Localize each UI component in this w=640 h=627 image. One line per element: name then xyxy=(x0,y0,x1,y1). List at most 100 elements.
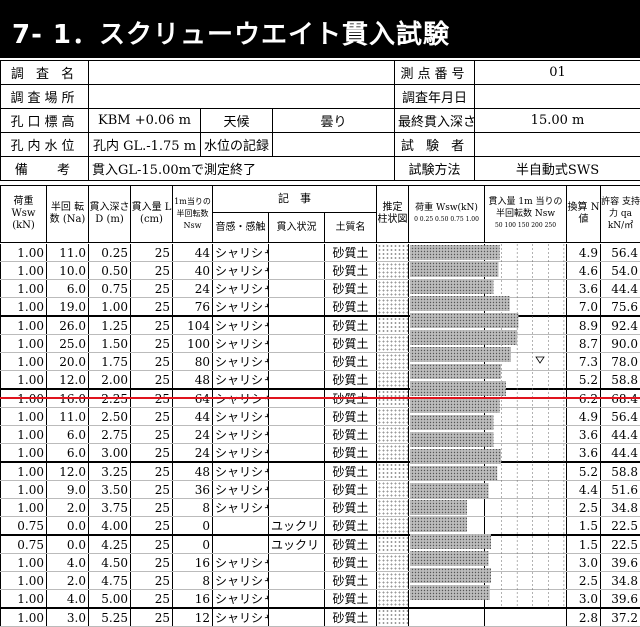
cell-qa: 78.0 xyxy=(601,353,640,371)
tester-label: 試 験 者 xyxy=(395,133,475,157)
site-label: 調査場所 xyxy=(1,85,89,109)
cell-n: 7.3 xyxy=(567,353,601,371)
elevation-label: 孔口標高 xyxy=(1,109,89,133)
cell-state xyxy=(269,408,325,426)
cell-sound: シャリシャリ xyxy=(213,371,269,390)
load-graph-ticks: 0 0.25 0.50 0.75 1.00 xyxy=(409,214,484,226)
cell-nsw: 24 xyxy=(173,280,213,298)
cell-qa: 58.8 xyxy=(601,462,640,481)
est-column-cell xyxy=(377,316,409,335)
cell-nsw: 0 xyxy=(173,535,213,554)
cell-qa: 44.4 xyxy=(601,444,640,463)
nsw-graph-title: 貫入量 1m 当りの 半回転数 Nsw xyxy=(485,196,566,220)
cell-sound xyxy=(213,517,269,536)
cell-sound: シャリシャリ xyxy=(213,335,269,353)
cell-qa: 39.6 xyxy=(601,554,640,572)
cell-w: 1.00 xyxy=(1,462,47,481)
cell-d: 5.25 xyxy=(89,608,131,627)
cell-d: 3.25 xyxy=(89,462,131,481)
cell-l: 25 xyxy=(131,535,173,554)
cell-l: 25 xyxy=(131,335,173,353)
cell-state xyxy=(269,499,325,517)
cell-nsw: 104 xyxy=(173,316,213,335)
load-graph-cell xyxy=(409,554,485,572)
nsw-graph-cell xyxy=(485,426,567,444)
cell-l: 25 xyxy=(131,481,173,499)
load-graph-cell xyxy=(409,572,485,590)
load-graph-cell xyxy=(409,298,485,317)
data-body: 1.0011.00.252544シャリシャリ砂質土4.956.41.0010.0… xyxy=(0,244,640,608)
cell-l: 25 xyxy=(131,316,173,335)
est-column-cell xyxy=(377,572,409,590)
load-graph-cell xyxy=(409,499,485,517)
cell-w: 1.00 xyxy=(1,572,47,590)
cell-nsw: 100 xyxy=(173,335,213,353)
cell-n: 4.6 xyxy=(567,262,601,280)
est-column-cell xyxy=(377,335,409,353)
cell-na: 9.0 xyxy=(47,481,89,499)
load-graph-cell xyxy=(409,280,485,298)
survey-name-value xyxy=(89,61,395,85)
nsw-graph-cell xyxy=(485,444,567,463)
cell-d: 0.25 xyxy=(89,244,131,262)
nsw-graph-cell xyxy=(485,244,567,262)
cell-na: 19.0 xyxy=(47,298,89,317)
load-graph-cell xyxy=(409,353,485,371)
cell-d: 3.75 xyxy=(89,499,131,517)
est-column-cell xyxy=(377,280,409,298)
nsw-graph-cell xyxy=(485,335,567,353)
cell-w: 1.00 xyxy=(1,244,47,262)
cell-l: 25 xyxy=(131,554,173,572)
cell-state xyxy=(269,608,325,627)
header-est-column: 推定 柱状図 xyxy=(377,186,409,243)
nsw-graph-cell xyxy=(485,517,567,536)
cell-w: 1.00 xyxy=(1,262,47,280)
load-graph-cell xyxy=(409,244,485,262)
cell-l: 25 xyxy=(131,371,173,390)
load-graph-title: 荷重 Wsw(kN) xyxy=(409,202,484,214)
water-level-label: 孔内水位 xyxy=(1,133,89,157)
cell-state xyxy=(269,335,325,353)
cell-l: 25 xyxy=(131,298,173,317)
cell-l: 25 xyxy=(131,244,173,262)
cell-w: 1.00 xyxy=(1,499,47,517)
nsw-graph-cell xyxy=(485,572,567,590)
est-column-cell xyxy=(377,426,409,444)
cell-n: 4.9 xyxy=(567,244,601,262)
cell-na: 11.0 xyxy=(47,244,89,262)
load-graph-cell xyxy=(409,481,485,499)
cell-qa: 39.6 xyxy=(601,590,640,609)
cell-sound: シャリシャリ xyxy=(213,481,269,499)
cell-sound: シャリシャリ xyxy=(213,608,269,627)
cell-nsw: 44 xyxy=(173,408,213,426)
cell-n: 5.2 xyxy=(567,462,601,481)
cell-w: 1.00 xyxy=(1,481,47,499)
est-column-cell xyxy=(377,535,409,554)
cell-d: 2.75 xyxy=(89,426,131,444)
cell-l: 25 xyxy=(131,608,173,627)
cell-sound: シャリシャリ xyxy=(213,298,269,317)
cell-n: 1.5 xyxy=(567,535,601,554)
cell-qa: 44.4 xyxy=(601,280,640,298)
cell-nsw: 80 xyxy=(173,353,213,371)
est-column-cell xyxy=(377,444,409,463)
survey-name-label: 調 査 名 xyxy=(1,61,89,85)
cell-d: 2.00 xyxy=(89,371,131,390)
table-row: 1.002.04.75258シャリシャリ砂質土2.534.8 xyxy=(1,572,640,590)
cell-d: 0.75 xyxy=(89,280,131,298)
cell-w: 1.00 xyxy=(1,608,47,627)
nsw-graph-cell xyxy=(485,481,567,499)
cell-state xyxy=(269,444,325,463)
cell-qa: 51.6 xyxy=(601,481,640,499)
cell-d: 3.50 xyxy=(89,481,131,499)
cell-na: 12.0 xyxy=(47,371,89,390)
cell-na: 6.0 xyxy=(47,444,89,463)
nsw-graph-cell xyxy=(485,554,567,572)
nsw-graph-cell xyxy=(485,408,567,426)
table-row: 1.003.05.252512シャリシャリ砂質土2.837.2 xyxy=(1,608,640,627)
